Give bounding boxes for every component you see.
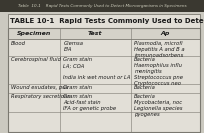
Text: Giemsa
EIA: Giemsa EIA: [63, 41, 83, 52]
Bar: [8, 28, 200, 132]
Text: Blood: Blood: [11, 41, 26, 46]
Bar: [0, 0, 204, 12]
Text: Cerebrospinal fluid: Cerebrospinal fluid: [11, 57, 61, 62]
Bar: [8, 28, 200, 132]
Text: Wound exudates, pus: Wound exudates, pus: [11, 85, 68, 90]
Bar: [8, 28, 200, 39]
Text: Test: Test: [88, 31, 103, 36]
Text: Table  10-1    Rapid Tests Commonly Used to Detect Microorganisms in Specimens: Table 10-1 Rapid Tests Commonly Used to …: [18, 4, 186, 8]
Text: Bacteria: Bacteria: [134, 85, 156, 90]
Text: Respiratory secretions: Respiratory secretions: [11, 94, 70, 99]
Text: Bacteria
Mycobacteria, noc
Legionella species
pyogenes: Bacteria Mycobacteria, noc Legionella sp…: [134, 94, 183, 117]
Text: Specimen: Specimen: [17, 31, 51, 36]
Text: Gram stain
LA; COA

India ink wet mount or LA: Gram stain LA; COA India ink wet mount o…: [63, 57, 131, 80]
Text: Gram stain: Gram stain: [63, 85, 93, 90]
Text: Plasmodia, microfi
Hepatitis A and B a
immunoadsorbens: Plasmodia, microfi Hepatitis A and B a i…: [134, 41, 185, 58]
Text: Bacteria
Haemophilus influ
meningitis
Streptococcus pne
Cryptococcus neo: Bacteria Haemophilus influ meningitis St…: [134, 57, 183, 86]
Text: TABLE 10-1  Rapid Tests Commonly Used to Detect Microorganisms: TABLE 10-1 Rapid Tests Commonly Used to …: [10, 18, 204, 24]
Text: Gram stain
Acid-fast stain
IFA or genetic probe: Gram stain Acid-fast stain IFA or geneti…: [63, 94, 117, 111]
Text: Ap: Ap: [161, 31, 170, 36]
Bar: [8, 14, 200, 28]
